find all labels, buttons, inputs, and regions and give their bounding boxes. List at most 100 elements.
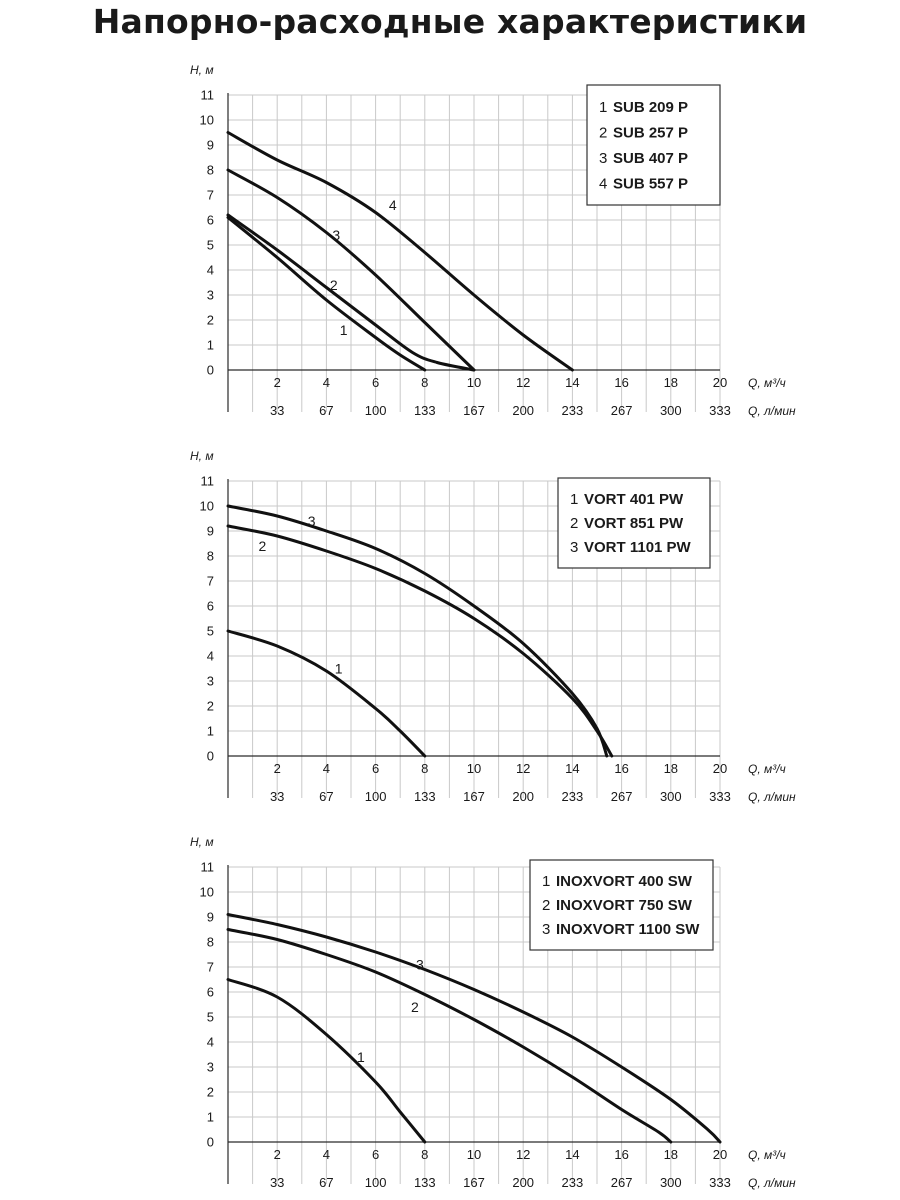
legend-item-name: VORT 851 PW bbox=[584, 515, 684, 532]
curve-label-2: 2 bbox=[259, 538, 267, 554]
curve-label-3: 3 bbox=[416, 957, 424, 973]
y-tick-label: 0 bbox=[207, 749, 214, 764]
x-tick-label: 8 bbox=[421, 761, 428, 776]
y-tick-label: 7 bbox=[207, 574, 214, 589]
y-tick-label: 7 bbox=[207, 960, 214, 975]
y-tick-label: 11 bbox=[201, 88, 215, 103]
y-tick-label: 3 bbox=[207, 1060, 214, 1075]
x2-tick-label: 267 bbox=[611, 403, 633, 418]
curve-label-3: 3 bbox=[308, 513, 316, 529]
legend-item-name: INOXVORT 400 SW bbox=[556, 873, 693, 890]
x-tick-label: 10 bbox=[467, 375, 481, 390]
x2-tick-label: 200 bbox=[512, 403, 534, 418]
legend-item-number: 2 bbox=[570, 515, 578, 532]
page-title: Напорно-расходные характеристики bbox=[92, 2, 808, 41]
x2-tick-label: 300 bbox=[660, 1175, 682, 1190]
x-tick-label: 4 bbox=[323, 1147, 330, 1162]
legend-item-number: 3 bbox=[542, 921, 550, 938]
legend-item-name: INOXVORT 750 SW bbox=[556, 897, 693, 914]
y-tick-label: 1 bbox=[207, 724, 214, 739]
x-tick-label: 6 bbox=[372, 1147, 379, 1162]
y-tick-label: 6 bbox=[207, 599, 214, 614]
y-tick-label: 11 bbox=[201, 474, 215, 489]
x2-axis-title: Q, л/мин bbox=[748, 404, 796, 418]
legend-box bbox=[586, 84, 721, 206]
y-tick-label: 8 bbox=[207, 935, 214, 950]
legend-item-number: 2 bbox=[542, 897, 550, 914]
legend-item-number: 4 bbox=[599, 175, 607, 192]
x-tick-label: 4 bbox=[323, 761, 330, 776]
x2-tick-label: 100 bbox=[365, 1175, 387, 1190]
x2-tick-label: 200 bbox=[512, 1175, 534, 1190]
x2-axis-title: Q, л/мин bbox=[748, 790, 796, 804]
y-tick-label: 9 bbox=[207, 524, 214, 539]
y-tick-label: 8 bbox=[207, 549, 214, 564]
x-tick-label: 2 bbox=[274, 761, 281, 776]
curve-series-1 bbox=[226, 629, 427, 758]
x2-tick-label: 33 bbox=[270, 403, 284, 418]
x2-axis-title: Q, л/мин bbox=[748, 1176, 796, 1190]
x2-tick-label: 300 bbox=[660, 403, 682, 418]
x-tick-label: 12 bbox=[516, 375, 530, 390]
x2-tick-label: 67 bbox=[319, 789, 333, 804]
x2-tick-label: 233 bbox=[562, 1175, 584, 1190]
x-tick-label: 2 bbox=[274, 1147, 281, 1162]
y-tick-label: 9 bbox=[207, 138, 214, 153]
y-tick-label: 7 bbox=[207, 188, 214, 203]
y-tick-label: 6 bbox=[207, 985, 214, 1000]
x-tick-label: 8 bbox=[421, 1147, 428, 1162]
curve-series-1 bbox=[226, 216, 427, 372]
x-axis-title: Q, м³/ч bbox=[748, 762, 786, 776]
curve-series-3 bbox=[226, 168, 476, 372]
y-tick-label: 10 bbox=[200, 885, 214, 900]
legend-item-number: 3 bbox=[570, 539, 578, 556]
curve-label-4: 4 bbox=[389, 197, 397, 213]
x-tick-label: 4 bbox=[323, 375, 330, 390]
x-tick-label: 12 bbox=[516, 1147, 530, 1162]
curve-series-3 bbox=[226, 913, 722, 1144]
y-axis-title: H, м bbox=[190, 835, 214, 849]
y-tick-label: 5 bbox=[207, 624, 214, 639]
curve-label-1: 1 bbox=[357, 1049, 365, 1065]
y-tick-label: 4 bbox=[207, 263, 214, 278]
legend-box bbox=[529, 859, 714, 951]
curve-series-1 bbox=[226, 978, 427, 1144]
legend-item-name: INOXVORT 1100 SW bbox=[556, 921, 700, 938]
y-tick-label: 10 bbox=[200, 113, 214, 128]
y-axis-title: H, м bbox=[190, 449, 214, 463]
x-tick-label: 10 bbox=[467, 761, 481, 776]
legend-item-name: SUB 407 P bbox=[613, 150, 688, 167]
y-tick-label: 10 bbox=[200, 499, 214, 514]
legend-item-number: 2 bbox=[599, 124, 607, 141]
x2-tick-label: 267 bbox=[611, 1175, 633, 1190]
legend-item-number: 1 bbox=[542, 873, 550, 890]
legend-item-name: SUB 557 P bbox=[613, 175, 688, 192]
y-tick-label: 6 bbox=[207, 213, 214, 228]
x-axis-title: Q, м³/ч bbox=[748, 376, 786, 390]
x-tick-label: 14 bbox=[565, 761, 579, 776]
x-axis-title: Q, м³/ч bbox=[748, 1148, 786, 1162]
legend-item-name: VORT 1101 PW bbox=[584, 539, 692, 556]
y-tick-label: 0 bbox=[207, 1135, 214, 1150]
legend-item-name: SUB 257 P bbox=[613, 124, 688, 141]
x-tick-label: 6 bbox=[372, 375, 379, 390]
y-tick-label: 2 bbox=[207, 313, 214, 328]
x2-tick-label: 333 bbox=[709, 403, 731, 418]
x-tick-label: 18 bbox=[664, 761, 678, 776]
y-tick-label: 4 bbox=[207, 1035, 214, 1050]
legend: 1 SUB 209 P 2 SUB 257 P 3 SUB 407 P 4 SUB 557 P bbox=[586, 84, 721, 206]
legend-item-name: SUB 209 P bbox=[613, 99, 688, 116]
curve-series-3 bbox=[226, 504, 609, 758]
legend: 1 VORT 401 PW 2 VORT 851 PW 3 VORT 1101 PW bbox=[557, 477, 711, 569]
x-tick-label: 14 bbox=[565, 375, 579, 390]
x2-tick-label: 167 bbox=[463, 403, 485, 418]
y-tick-label: 8 bbox=[207, 163, 214, 178]
y-tick-label: 3 bbox=[207, 674, 214, 689]
x2-tick-label: 200 bbox=[512, 789, 534, 804]
x2-tick-label: 233 bbox=[562, 789, 584, 804]
legend-item-name: VORT 401 PW bbox=[584, 491, 684, 508]
x2-tick-label: 333 bbox=[709, 1175, 731, 1190]
